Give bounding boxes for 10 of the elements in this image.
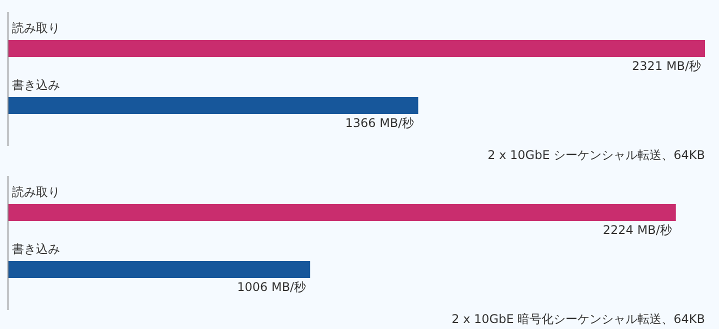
y-tick-label: 書き込み <box>12 78 60 92</box>
y-tick-label: 書き込み <box>12 242 60 256</box>
text: 2 x 10GbE シーケンシャル転送、64KB <box>488 148 705 162</box>
text: 2 x 10GbE 暗号化シーケンシャル転送、64KB <box>452 312 705 326</box>
data-label: 1006 MB/秒 <box>237 280 306 294</box>
data-label: 2321 MB/秒 <box>632 59 701 73</box>
data-label: 2224 MB/秒 <box>602 223 672 237</box>
y-tick-label: 読み取り <box>12 21 60 35</box>
y-tick-label: 読み取り <box>12 185 60 199</box>
data-label: 1366 MB/秒 <box>345 116 414 130</box>
